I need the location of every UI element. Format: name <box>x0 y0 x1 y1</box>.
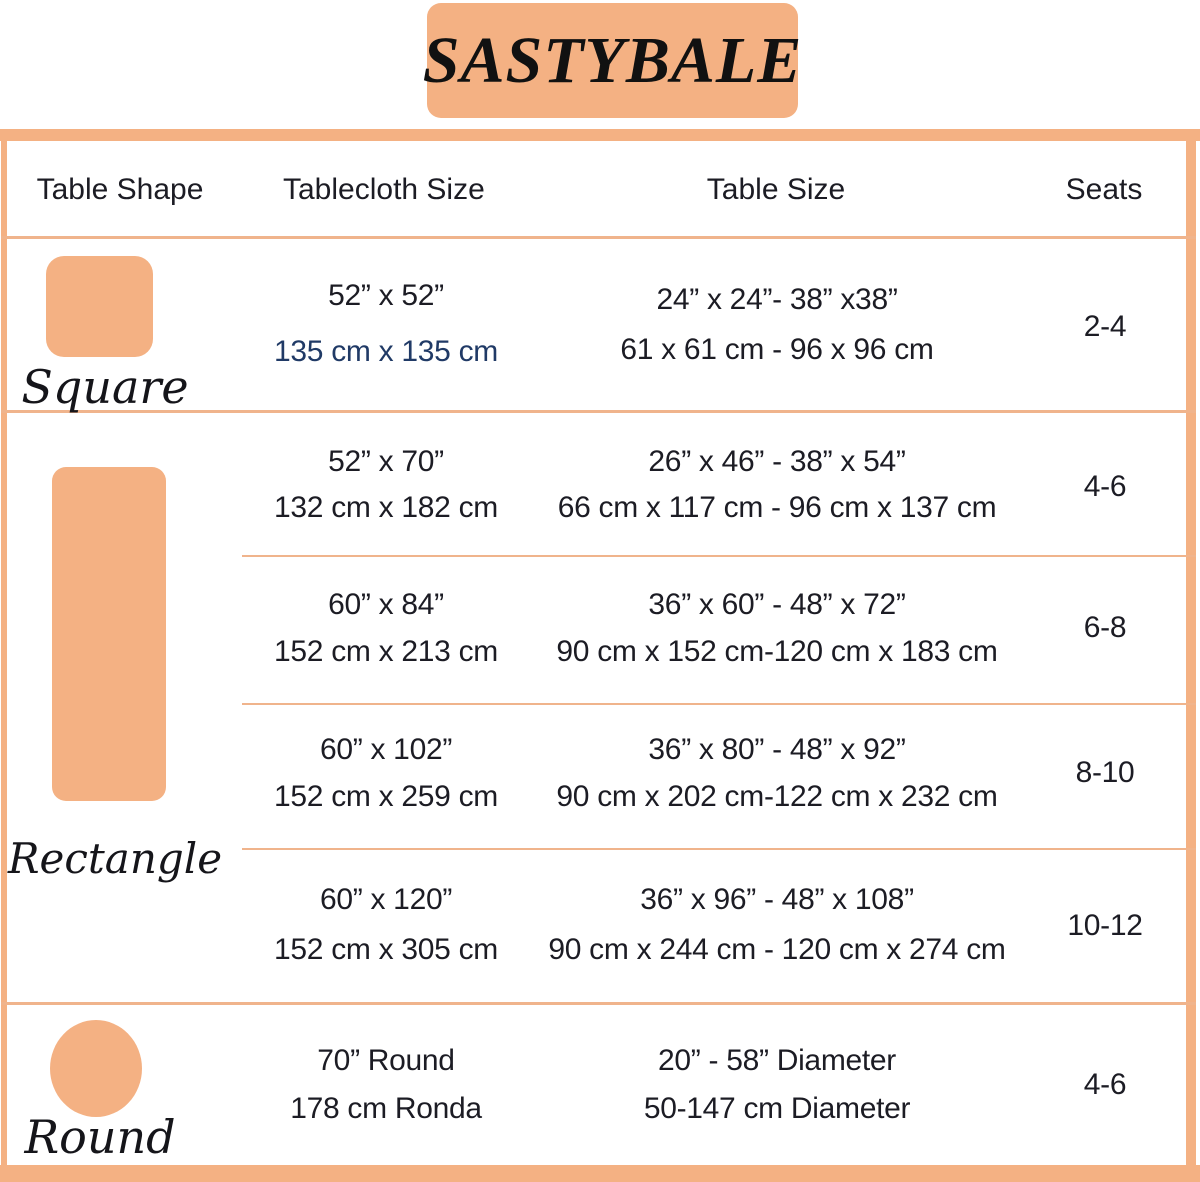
cell-rect1-tablecloth-cm: 132 cm x 182 cm <box>274 491 498 524</box>
cell-rect4-tablesize-inches: 36” x 96” - 48” x 108” <box>640 883 914 916</box>
rectangle-shape-icon <box>52 467 166 801</box>
cell-rect2-tablecloth-cm: 152 cm x 213 cm <box>274 635 498 668</box>
cell-rect4-tablesize-cm: 90 cm x 244 cm - 120 cm x 274 cm <box>548 933 1006 966</box>
round-label: Round <box>24 1110 176 1164</box>
brand-badge: SASTYBALE <box>423 3 801 118</box>
cell-round-tablecloth-inches: 70” Round <box>317 1044 455 1077</box>
cell-rect4-tablecloth-inches: 60” x 120” <box>319 883 453 916</box>
cell-rect3-tablesize-cm: 90 cm x 202 cm-122 cm x 232 cm <box>556 780 998 813</box>
rectangle-label: Rectangle <box>7 834 223 883</box>
cell-round-seats: 4-6 <box>1083 1068 1127 1101</box>
cell-rect2-seats: 6-8 <box>1083 611 1127 644</box>
rectangle-subdivider-3 <box>242 848 1196 850</box>
cell-rect2-tablecloth-inches: 60” x 84” <box>328 588 444 621</box>
cell-rect3-tablesize-inches: 36” x 80” - 48” x 92” <box>648 733 906 766</box>
rectangle-subdivider-2 <box>242 703 1196 705</box>
cell-round-tablesize-inches: 20” - 58” Diameter <box>657 1044 896 1077</box>
cell-square-tablecloth-cm: 135 cm x 135 cm <box>274 335 498 368</box>
header-divider <box>1 236 1196 239</box>
brand-title: SASTYBALE <box>422 23 803 97</box>
square-label: Square <box>21 360 189 414</box>
cell-rect4-seats: 10-12 <box>1067 909 1143 942</box>
column-header-table-shape: Table Shape <box>36 173 204 206</box>
column-header-seats: Seats <box>1065 173 1143 206</box>
table-right-border <box>1186 141 1196 1165</box>
round-section-divider <box>1 1002 1196 1005</box>
table-bottom-border <box>0 1165 1200 1182</box>
cell-rect3-tablecloth-cm: 152 cm x 259 cm <box>274 780 498 813</box>
cell-rect1-tablecloth-inches: 52” x 70” <box>328 445 444 478</box>
cell-round-tablesize-cm: 50-147 cm Diameter <box>643 1092 911 1125</box>
cell-rect3-seats: 8-10 <box>1075 756 1135 789</box>
table-left-border <box>1 141 7 1165</box>
rectangle-subdivider-1 <box>242 555 1196 557</box>
cell-square-tablesize-cm: 61 x 61 cm - 96 x 96 cm <box>620 333 934 366</box>
cell-square-tablesize-inches: 24” x 24”- 38” x38” <box>656 283 898 316</box>
cell-round-tablecloth-cm: 178 cm Ronda <box>290 1092 482 1125</box>
cell-rect1-tablesize-inches: 26” x 46” - 38” x 54” <box>648 445 906 478</box>
column-header-table-size: Table Size <box>706 173 846 206</box>
cell-rect1-tablesize-cm: 66 cm x 117 cm - 96 cm x 137 cm <box>557 491 997 524</box>
cell-rect2-tablesize-inches: 36” x 60” - 48” x 72” <box>648 588 906 621</box>
square-shape-icon <box>46 256 153 357</box>
cell-rect3-tablecloth-inches: 60” x 102” <box>319 733 453 766</box>
cell-square-seats: 2-4 <box>1083 310 1127 343</box>
cell-rect4-tablecloth-cm: 152 cm x 305 cm <box>274 933 498 966</box>
column-header-tablecloth-size: Tablecloth Size <box>283 173 485 206</box>
round-shape-icon <box>50 1020 142 1117</box>
cell-rect1-seats: 4-6 <box>1083 470 1127 503</box>
cell-rect2-tablesize-cm: 90 cm x 152 cm-120 cm x 183 cm <box>556 635 998 668</box>
cell-square-tablecloth-inches: 52” x 52” <box>328 279 444 312</box>
table-top-border <box>0 129 1200 141</box>
square-section-divider <box>1 410 1196 413</box>
